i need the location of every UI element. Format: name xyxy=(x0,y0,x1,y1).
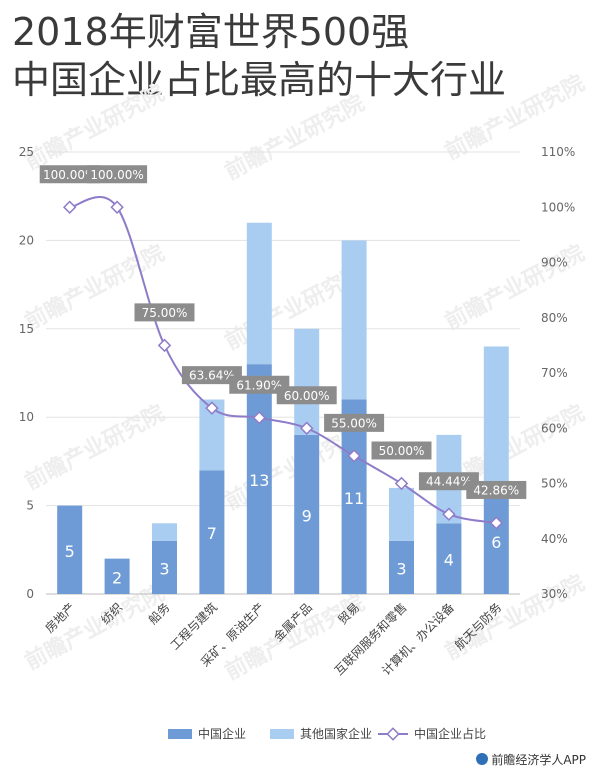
bar-china-5 xyxy=(294,434,320,594)
bar-other-5 xyxy=(294,328,320,435)
y-left-tick-1: 5 xyxy=(26,499,34,513)
legend-swatch-other xyxy=(270,729,294,739)
share-line: 100.00%100.00% 75.00% 63.64%61.90%60.00%55… xyxy=(39,165,527,530)
share-label-1: 100.00% xyxy=(90,168,143,182)
bar-label-0: 5 xyxy=(65,542,75,561)
bar-label-6: 11 xyxy=(344,489,364,508)
bar-label-3: 7 xyxy=(207,524,217,543)
legend-label-china: 中国企业 xyxy=(198,726,246,741)
bar-label-9: 6 xyxy=(491,533,501,552)
share-label-bg-1 xyxy=(87,165,148,184)
chart-title-line-1: 2018年财富世界500强 xyxy=(12,10,410,54)
y-right-tick-3: 60% xyxy=(541,421,568,435)
bar-china-4 xyxy=(246,364,272,594)
watermark-6: 前瞻产业研究院 xyxy=(21,400,169,495)
bar-china-0 xyxy=(57,505,83,594)
share-label-6: 55.00% xyxy=(331,416,377,430)
bar-other-7 xyxy=(389,487,414,541)
legend-swatch-china xyxy=(168,729,192,739)
watermark-0: 前瞻产业研究院 xyxy=(21,80,169,175)
share-label-4: 61.90% xyxy=(236,378,282,392)
y-right-tick-2: 50% xyxy=(541,477,568,491)
y-right-tick-6: 90% xyxy=(541,256,568,270)
share-label-bg-2 xyxy=(134,303,195,322)
share-label-5: 60.00% xyxy=(284,389,330,403)
share-point-7 xyxy=(394,476,409,491)
bar-china-9 xyxy=(483,487,509,594)
legend: 中国企业 其他国家企业 中国企业占比 xyxy=(168,726,486,741)
share-point-8 xyxy=(442,507,456,521)
watermark-1: 前瞻产业研究院 xyxy=(221,90,369,185)
bars: 5 2 3 7 13 9 11 3 4 6 xyxy=(57,222,509,594)
share-label-3: 63.64% xyxy=(189,369,235,383)
bar-label-5: 9 xyxy=(302,506,312,525)
bar-china-2 xyxy=(152,540,177,594)
credit: 前瞻经济学人APP xyxy=(476,751,586,768)
bar-china-7 xyxy=(389,540,414,594)
share-point-2 xyxy=(157,338,172,353)
bar-china-3 xyxy=(199,470,225,594)
share-label-8: 44.44% xyxy=(426,475,472,489)
share-point-0 xyxy=(62,200,77,214)
share-point-9 xyxy=(489,516,504,530)
bar-other-2 xyxy=(152,523,177,541)
share-label-bg-6 xyxy=(324,413,385,432)
bar-label-8: 4 xyxy=(444,551,454,570)
share-label-bg-5 xyxy=(276,386,337,405)
share-label-7: 50.00% xyxy=(379,444,425,458)
y-axis-right: 30% 40% 50% 60% 70% 80% 90% 100% 110% xyxy=(541,145,575,601)
y-axis-left: 0 5 10 15 20 25 xyxy=(19,145,34,601)
bar-china-8 xyxy=(436,523,462,594)
y-right-tick-0: 30% xyxy=(541,587,568,601)
y-right-tick-1: 40% xyxy=(541,532,568,546)
y-right-tick-5: 80% xyxy=(541,311,568,325)
bar-other-6 xyxy=(341,240,367,400)
share-label-0: 100.00% xyxy=(43,168,96,182)
bar-china-1 xyxy=(104,558,130,594)
bar-other-4 xyxy=(246,222,272,365)
bar-other-9 xyxy=(483,346,509,488)
bar-china-6 xyxy=(341,399,367,594)
bar-label-1: 2 xyxy=(112,568,122,587)
share-label-bg-7 xyxy=(371,441,432,460)
share-point-3 xyxy=(205,401,219,415)
share-label-bg-3 xyxy=(181,366,242,385)
chart-title-line-2: 中国企业占比最高的十大行业 xyxy=(12,58,507,102)
legend-marker-share xyxy=(386,727,400,741)
y-right-tick-7: 100% xyxy=(541,200,575,214)
share-label-bg-4 xyxy=(229,375,290,394)
y-left-tick-0: 0 xyxy=(26,587,34,601)
share-point-5 xyxy=(299,421,314,435)
y-left-tick-4: 20 xyxy=(19,233,34,247)
y-left-tick-3: 15 xyxy=(19,322,34,336)
bar-label-4: 13 xyxy=(249,471,269,490)
y-right-tick-8: 110% xyxy=(541,145,575,159)
share-label-bg-0 xyxy=(39,165,100,184)
app-logo-icon xyxy=(476,753,489,765)
y-left-tick-5: 25 xyxy=(19,145,34,159)
legend-label-share: 中国企业占比 xyxy=(414,726,486,741)
chart-title: 2018年财富世界500强 中国企业占比最高的十大行业 xyxy=(12,8,592,104)
credit-text: 前瞻经济学人APP xyxy=(491,753,586,767)
share-point-6 xyxy=(347,449,361,463)
share-point-1 xyxy=(110,200,124,214)
share-label-bg-8 xyxy=(418,472,479,491)
share-label-9: 42.86% xyxy=(473,483,519,497)
bar-label-2: 3 xyxy=(159,559,169,578)
bar-label-7: 3 xyxy=(396,559,406,578)
y-right-tick-4: 70% xyxy=(541,366,568,380)
share-label-2: 75.00% xyxy=(142,306,188,320)
share-point-4 xyxy=(252,411,267,425)
share-label-bg-9 xyxy=(466,480,527,499)
legend-label-other: 其他国家企业 xyxy=(300,726,372,741)
y-left-tick-2: 10 xyxy=(19,410,34,424)
